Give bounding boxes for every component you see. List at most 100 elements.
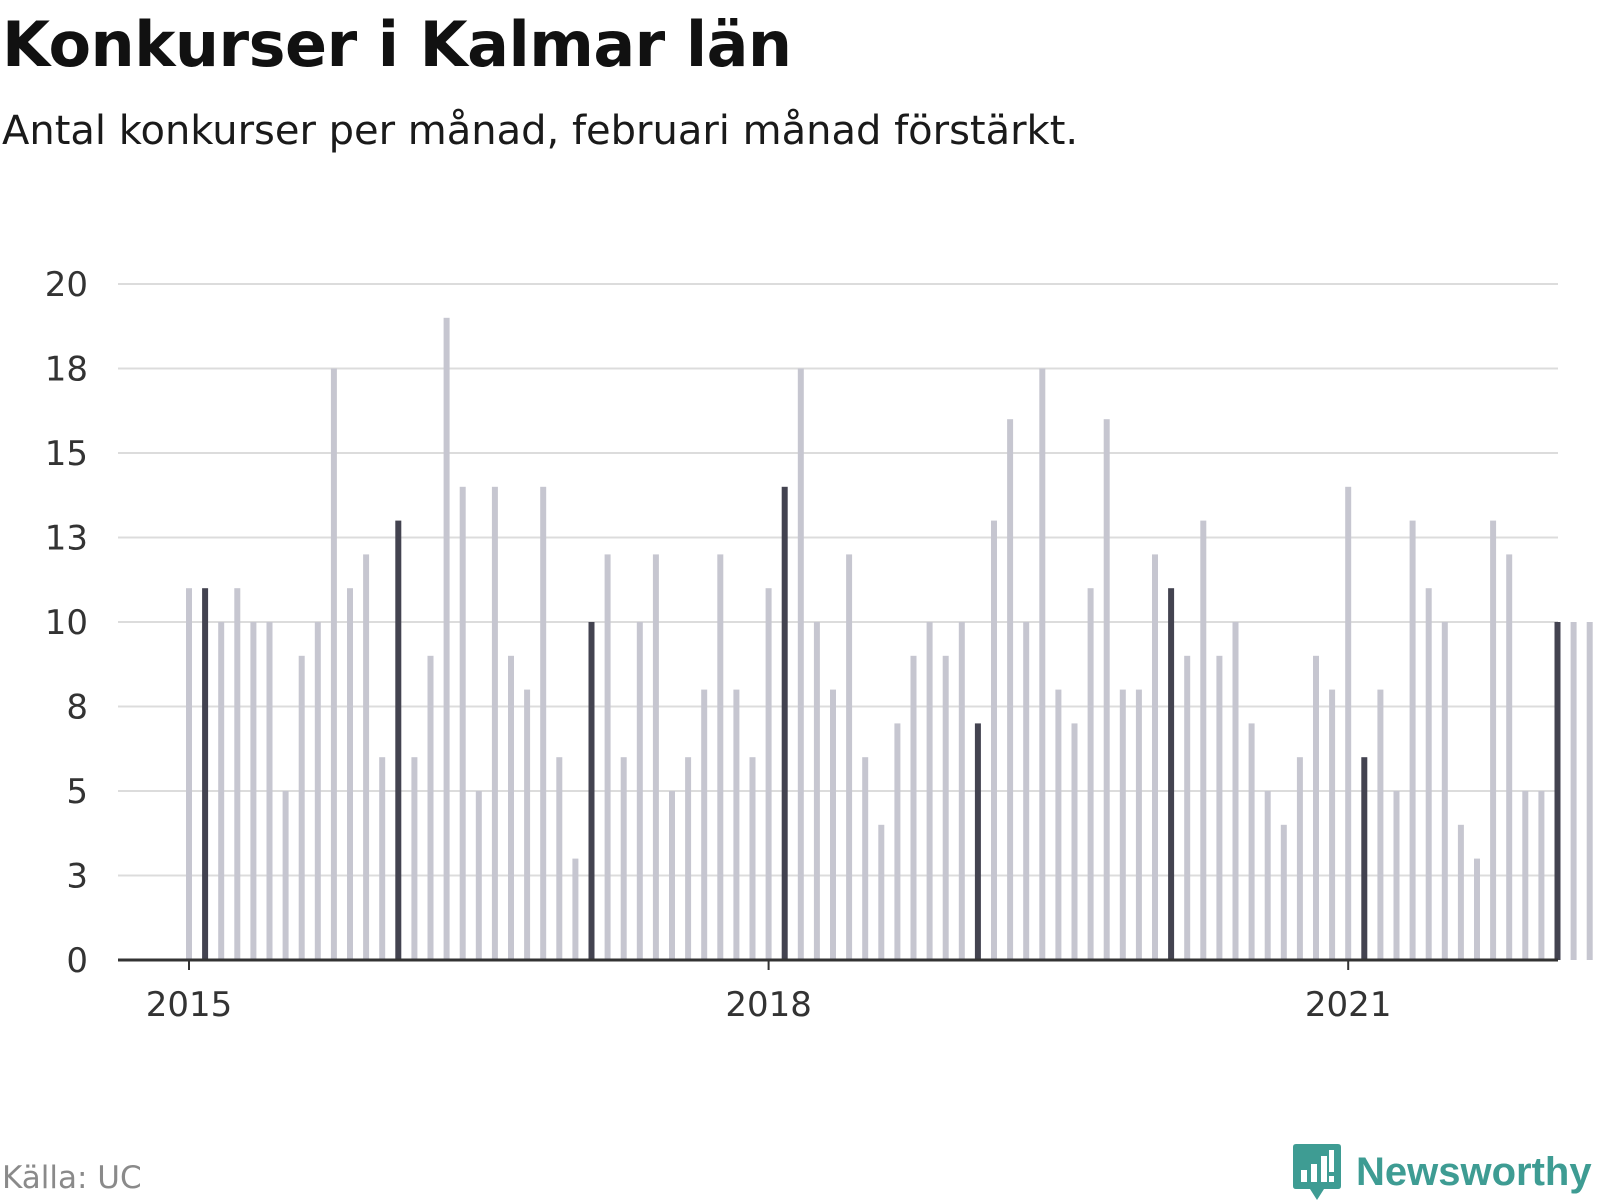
- bar: [1087, 588, 1094, 960]
- bar-february: [781, 486, 788, 960]
- bar: [749, 757, 756, 960]
- bar: [491, 486, 498, 960]
- bar: [1280, 824, 1287, 960]
- bar: [1184, 655, 1191, 960]
- bar: [1296, 757, 1303, 960]
- bar: [1007, 419, 1014, 960]
- bar: [540, 486, 547, 960]
- bar: [1457, 824, 1464, 960]
- brand-logo[interactable]: Newsworthy: [1292, 1140, 1592, 1204]
- bar: [797, 368, 804, 960]
- bar: [1441, 622, 1448, 960]
- source-note: Källa: UC: [2, 1160, 142, 1196]
- bar: [1345, 486, 1352, 960]
- bar: [1522, 791, 1529, 960]
- bar: [1409, 520, 1416, 960]
- y-tick-label: 0: [66, 941, 88, 981]
- bar: [669, 791, 675, 960]
- bar: [459, 486, 466, 960]
- bar-february: [1554, 622, 1561, 960]
- bar: [250, 622, 257, 960]
- bar: [411, 757, 418, 960]
- bar: [1152, 554, 1158, 960]
- x-tick-label: 2018: [725, 985, 812, 1025]
- bar-february: [1361, 757, 1368, 960]
- bar: [604, 554, 611, 960]
- bar: [1329, 689, 1336, 960]
- bar: [298, 655, 305, 960]
- y-tick-label: 10: [45, 603, 88, 643]
- bar: [234, 588, 241, 960]
- bar: [1055, 689, 1062, 960]
- y-tick-label: 3: [66, 857, 88, 897]
- x-tick-label: 2015: [146, 985, 233, 1025]
- bar: [1023, 622, 1030, 960]
- bar: [1135, 689, 1142, 960]
- newsworthy-logo-icon: [1293, 1144, 1341, 1200]
- bar: [1425, 588, 1432, 960]
- bar: [620, 757, 627, 960]
- bar: [1474, 858, 1480, 960]
- bar: [1232, 622, 1239, 960]
- bar-february: [588, 622, 595, 960]
- bar: [556, 757, 563, 960]
- y-tick-label: 15: [45, 434, 88, 474]
- bar: [958, 622, 965, 960]
- bar-february: [202, 588, 209, 960]
- chart-subtitle: Antal konkurser per månad, februari måna…: [2, 108, 1079, 154]
- bar: [218, 622, 225, 960]
- bar: [475, 791, 482, 960]
- bar: [1570, 622, 1577, 960]
- bar: [524, 689, 531, 960]
- brand-name: Newsworthy: [1356, 1149, 1592, 1194]
- bar: [443, 317, 450, 960]
- bar: [910, 655, 917, 960]
- bar: [282, 791, 289, 960]
- bar-february: [974, 723, 981, 960]
- bar: [508, 655, 514, 960]
- bar: [926, 622, 933, 960]
- bar: [1506, 554, 1513, 960]
- bar: [1071, 723, 1078, 960]
- bar: [1264, 791, 1271, 960]
- bar: [186, 588, 192, 960]
- bar: [765, 588, 772, 960]
- bar: [717, 554, 724, 960]
- bar: [572, 858, 579, 960]
- bar: [1248, 723, 1255, 960]
- bar: [701, 689, 708, 960]
- bar: [1200, 520, 1207, 960]
- bar: [1377, 689, 1384, 960]
- bar: [1119, 689, 1126, 960]
- bar: [1313, 655, 1319, 960]
- bar: [1586, 622, 1593, 960]
- bar: [347, 588, 353, 960]
- y-tick-label: 5: [66, 772, 88, 812]
- x-tick-label: 2021: [1305, 985, 1392, 1025]
- bar: [942, 655, 949, 960]
- y-tick-label: 20: [45, 265, 88, 305]
- bar: [862, 757, 869, 960]
- bar: [1538, 791, 1545, 960]
- bar: [652, 554, 659, 960]
- bar: [894, 723, 901, 960]
- bar: [685, 757, 692, 960]
- bar-february: [1168, 588, 1175, 960]
- bar: [363, 554, 370, 960]
- bar: [1216, 655, 1223, 960]
- bar: [846, 554, 853, 960]
- y-tick-label: 8: [66, 688, 88, 728]
- bar: [636, 622, 643, 960]
- y-tick-label: 18: [45, 350, 88, 390]
- bar: [427, 655, 434, 960]
- bar: [878, 824, 885, 960]
- bar: [379, 757, 386, 960]
- bar: [266, 622, 273, 960]
- bar: [830, 689, 836, 960]
- bar: [813, 622, 820, 960]
- bar: [1393, 791, 1400, 960]
- bar: [314, 622, 321, 960]
- y-tick-label: 13: [45, 519, 88, 559]
- bar: [1039, 368, 1046, 960]
